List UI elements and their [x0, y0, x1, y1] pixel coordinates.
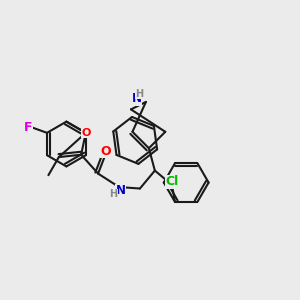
Text: O: O: [81, 128, 91, 138]
Text: F: F: [24, 121, 33, 134]
Text: H: H: [110, 189, 118, 199]
Text: Cl: Cl: [165, 176, 178, 188]
Text: N: N: [132, 92, 142, 105]
Text: O: O: [100, 145, 111, 158]
Text: H: H: [135, 88, 143, 99]
Text: N: N: [116, 184, 125, 197]
